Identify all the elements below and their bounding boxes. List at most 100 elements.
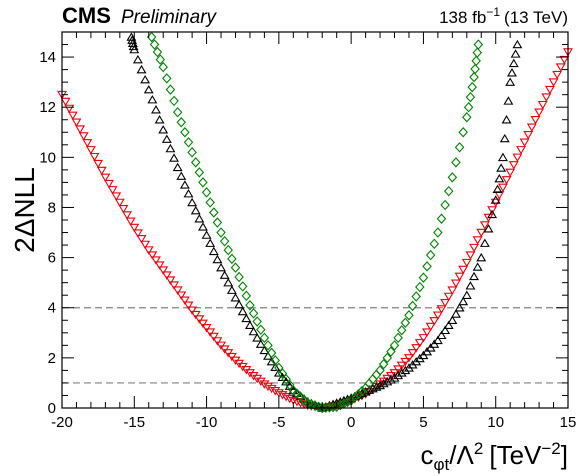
data-point [67, 111, 78, 121]
data-point [245, 300, 255, 311]
data-point [501, 115, 512, 124]
data-point [147, 94, 158, 104]
data-point [241, 290, 252, 302]
data-point [179, 296, 190, 305]
data-point [288, 396, 299, 406]
data-point [237, 281, 248, 292]
data-point [201, 187, 212, 198]
data-point [187, 306, 198, 315]
data-point [371, 382, 382, 391]
data-point [176, 117, 187, 128]
data-point [512, 39, 523, 49]
data-point [60, 97, 71, 107]
data-point [104, 179, 114, 189]
reference-lines [62, 307, 568, 384]
data-point [100, 173, 111, 183]
data-point [429, 317, 440, 326]
data-point [548, 78, 559, 87]
axis-ticks [61, 31, 569, 409]
data-point [237, 306, 248, 316]
series-diamond [146, 31, 484, 414]
data-point [335, 399, 346, 411]
y-tick-label: 10 [39, 149, 56, 166]
data-point [256, 324, 266, 335]
data-point [476, 252, 487, 262]
y-tick-label: 8 [48, 199, 56, 216]
data-point [75, 125, 86, 134]
data-point [469, 71, 479, 83]
data-point [400, 357, 411, 367]
data-point [212, 337, 223, 346]
data-point [201, 324, 212, 333]
data-point [266, 347, 277, 359]
data-point [187, 147, 197, 158]
data-point [432, 311, 443, 320]
data-point [382, 352, 393, 364]
data-point [252, 316, 262, 327]
data-point [149, 39, 160, 50]
data-point [450, 309, 461, 318]
data-point [396, 361, 407, 371]
data-point [512, 153, 523, 163]
data-point [472, 47, 483, 58]
data-point [162, 73, 172, 84]
data-point [165, 276, 176, 285]
data-point [378, 378, 389, 388]
data-point [472, 262, 483, 271]
data-point [418, 272, 429, 283]
data-point [197, 319, 208, 329]
data-point [368, 373, 378, 385]
data-point [450, 279, 461, 288]
data-point [143, 246, 154, 255]
data-point [492, 184, 503, 194]
data-point [400, 365, 411, 375]
data-point [82, 139, 93, 148]
data-point [93, 159, 104, 169]
data-point [404, 310, 414, 321]
data-point [555, 63, 566, 72]
x-tick-label: -20 [51, 414, 73, 431]
y-tick-label: 4 [48, 300, 56, 317]
data-point [400, 317, 411, 328]
data-point [523, 131, 534, 140]
data-point [497, 183, 508, 193]
data-point [507, 68, 517, 77]
data-point [389, 369, 400, 378]
data-point [436, 330, 447, 340]
data-point [404, 354, 414, 363]
data-point [454, 272, 465, 282]
data-point [132, 54, 143, 64]
data-point [331, 401, 342, 412]
data-point [299, 394, 309, 406]
data-point [454, 303, 465, 312]
data-point [393, 370, 404, 380]
data-point [270, 362, 281, 372]
data-point [180, 127, 190, 138]
data-point [158, 125, 169, 134]
data-point [152, 46, 163, 58]
data-point [270, 387, 281, 396]
x-tick-label: -10 [196, 414, 218, 431]
data-point [483, 224, 494, 233]
data-point [501, 176, 512, 185]
data-point [266, 356, 277, 366]
series-triangle-down [57, 48, 573, 413]
series-triangle-up [126, 32, 523, 412]
data-point [472, 236, 483, 245]
x-tick-label: -5 [272, 414, 285, 431]
data-point [393, 332, 403, 344]
data-point [552, 70, 563, 80]
data-point [393, 365, 404, 374]
data-point [122, 211, 133, 220]
data-point [273, 368, 284, 377]
data-point [476, 228, 487, 238]
luminosity-label: 138 fb−1 (13 TeV) [439, 5, 568, 27]
data-point [389, 373, 400, 382]
data-point [497, 152, 508, 162]
data-point [127, 38, 138, 48]
data-point [382, 376, 393, 386]
x-tick-label: 10 [487, 414, 504, 431]
data-point [411, 291, 421, 302]
data-point [143, 84, 154, 94]
y-tick-label: 0 [48, 400, 56, 417]
